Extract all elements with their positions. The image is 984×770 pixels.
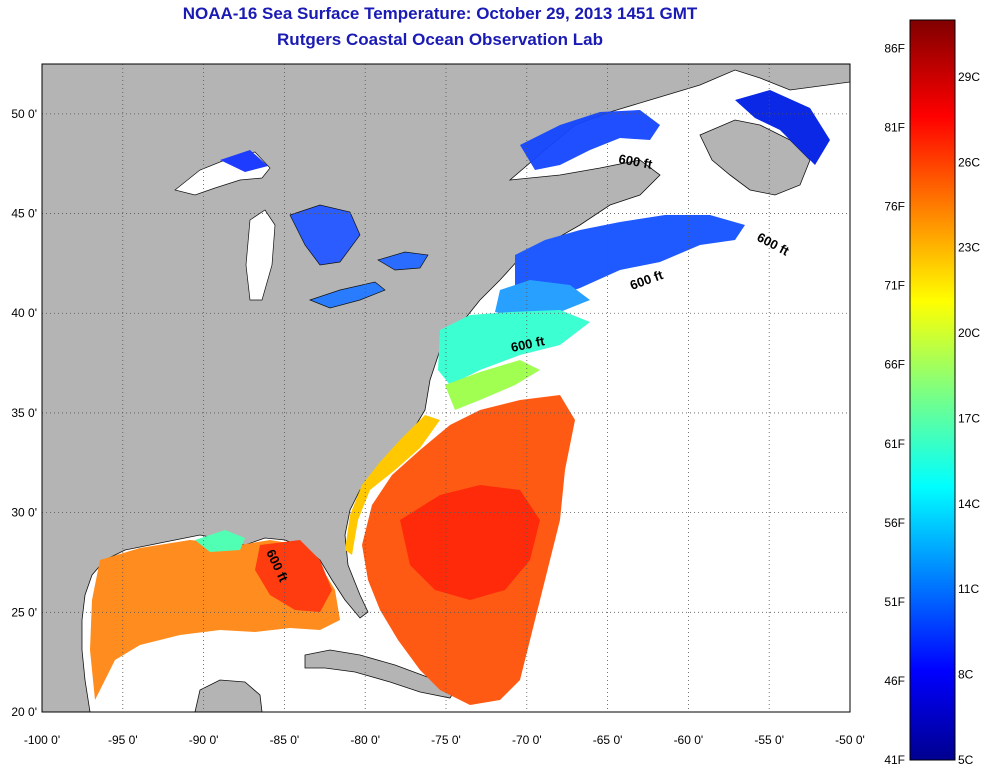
colorbar-c-label: 23C xyxy=(958,241,980,255)
colorbar-f-label: 46F xyxy=(884,674,905,688)
colorbar-c-label: 14C xyxy=(958,497,980,511)
colorbar-c-label: 29C xyxy=(958,70,980,84)
longitude-tick-label: -60 0' xyxy=(674,733,704,747)
longitude-tick-label: -100 0' xyxy=(24,733,60,747)
land-newfoundland xyxy=(699,119,811,196)
lake-michigan xyxy=(245,209,276,301)
sst-cape-hatteras-front xyxy=(445,360,540,410)
map-title: NOAA-16 Sea Surface Temperature: October… xyxy=(182,4,698,23)
longitude-tick-label: -85 0' xyxy=(270,733,300,747)
lake-ontario xyxy=(377,251,429,271)
lake-superior-sst xyxy=(220,150,268,172)
colorbar-c-label: 11C xyxy=(958,582,979,596)
sst-scotian-shelf xyxy=(515,215,745,300)
latitude-tick-label: 35 0' xyxy=(11,406,37,420)
sst-gulf-of-maine xyxy=(495,280,590,318)
latitude-tick-label: 45 0' xyxy=(11,207,37,221)
longitude-ticks: -100 0' -95 0' -90 0' -85 0' -80 0' -75 0' -70… xyxy=(24,733,865,747)
longitude-tick-label: -95 0' xyxy=(108,733,138,747)
graticule xyxy=(42,64,850,712)
latitude-tick-label: 25 0' xyxy=(11,605,37,619)
map-frame xyxy=(41,63,851,713)
latitude-ticks: 20 0' 25 0' 30 0' 35 0' 40 0' 45 0' 50 0' xyxy=(11,107,37,719)
colorbar-fahrenheit-labels: 86F 81F 76F 71F 66F 61F 56F 51F 46F 41F xyxy=(884,41,905,767)
lake-erie xyxy=(308,281,386,309)
colorbar-f-label: 71F xyxy=(884,279,905,293)
map-subtitle: Rutgers Coastal Ocean Observation Lab xyxy=(277,30,603,49)
longitude-tick-label: -65 0' xyxy=(593,733,623,747)
colorbar-c-label: 20C xyxy=(958,326,980,340)
land-yucatan xyxy=(194,679,263,712)
colorbar-f-label: 81F xyxy=(884,121,905,135)
sst-gulf-coast-cool xyxy=(195,530,245,552)
sst-gulf-east-red xyxy=(255,540,332,612)
longitude-tick-label: -70 0' xyxy=(512,733,542,747)
isobath-label: 600 ft xyxy=(617,151,654,172)
colorbar-f-label: 76F xyxy=(884,200,905,214)
latitude-tick-label: 40 0' xyxy=(11,306,37,320)
colorbar-celsius-labels: 29C 26C 23C 20C 17C 14C 11C 8C 5C xyxy=(958,70,980,767)
colorbar-f-label: 86F xyxy=(884,41,905,55)
colorbar xyxy=(909,19,956,761)
land-cuba xyxy=(304,649,456,699)
latitude-tick-label: 20 0' xyxy=(11,705,37,719)
latitude-tick-label: 30 0' xyxy=(11,506,37,520)
latitude-tick-label: 50 0' xyxy=(11,107,37,121)
lake-huron xyxy=(289,204,361,266)
colorbar-f-label: 61F xyxy=(884,437,905,451)
colorbar-f-label: 41F xyxy=(884,753,905,767)
colorbar-c-label: 5C xyxy=(958,753,974,767)
sst-sargasso-red xyxy=(400,485,540,600)
sst-labrador xyxy=(735,90,830,165)
colorbar-f-label: 51F xyxy=(884,595,905,609)
longitude-tick-label: -80 0' xyxy=(350,733,380,747)
longitude-tick-label: -75 0' xyxy=(431,733,461,747)
sst-mid-atlantic-bight xyxy=(438,310,590,385)
longitude-tick-label: -50 0' xyxy=(835,733,865,747)
isobath-label: 600 ft xyxy=(510,333,547,355)
colorbar-c-label: 17C xyxy=(958,411,980,425)
sst-southeast-shelf xyxy=(345,415,440,555)
colorbar-c-label: 8C xyxy=(958,668,974,682)
sst-gulf-of-st-lawrence xyxy=(520,110,660,170)
colorbar-f-label: 56F xyxy=(884,516,905,530)
longitude-tick-label: -90 0' xyxy=(189,733,219,747)
longitude-tick-label: -55 0' xyxy=(754,733,784,747)
colorbar-c-label: 26C xyxy=(958,155,980,169)
colorbar-f-label: 66F xyxy=(884,358,905,372)
